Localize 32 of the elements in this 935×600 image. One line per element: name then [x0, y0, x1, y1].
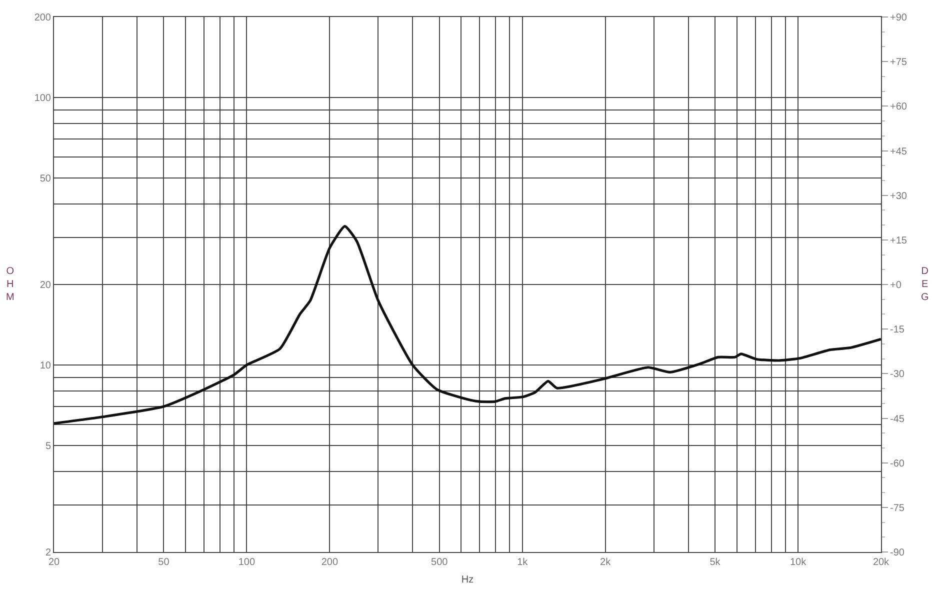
- y2-tick-label: -15: [890, 324, 905, 336]
- y2-tick-label: -90: [890, 548, 905, 558]
- y2-tick-label: +45: [890, 146, 908, 158]
- y2-tick-label: -45: [890, 414, 905, 425]
- x-tick-label: 200: [321, 557, 338, 568]
- y2-tick-label: +90: [890, 12, 908, 24]
- x-tick-label: 500: [431, 557, 448, 568]
- y2-tick-label: -75: [890, 502, 905, 514]
- y2-tick-label: +15: [890, 235, 908, 246]
- x-tick-label: 1k: [517, 557, 529, 568]
- x-tick-label: 10k: [790, 557, 808, 568]
- y2-tick-label: -30: [890, 369, 905, 380]
- y-tick-label: 50: [40, 174, 52, 185]
- x-tick-label: 100: [238, 557, 256, 568]
- y-axis-title: OHM: [6, 266, 14, 303]
- x-tick-label: 2k: [600, 557, 612, 568]
- y-tick-label: 100: [34, 93, 52, 104]
- y2-tick-label: +0: [890, 280, 902, 291]
- y-tick-label: 5: [45, 441, 52, 452]
- y2-tick-label: +30: [890, 190, 908, 202]
- x-axis-title: Hz: [461, 574, 474, 586]
- y2-axis-title: DEG: [921, 266, 929, 303]
- x-tick-label: 5k: [710, 557, 722, 568]
- y2-tick-label: -60: [890, 458, 905, 470]
- y-tick-label: 200: [34, 12, 52, 24]
- y-tick-label: 20: [40, 280, 52, 291]
- y-tick-label: 2: [45, 548, 52, 558]
- y2-tick-label: +75: [890, 57, 908, 68]
- y-tick-label: 10: [40, 360, 52, 372]
- x-tick-label: 50: [158, 557, 170, 568]
- y2-tick-label: +60: [890, 102, 908, 113]
- x-tick-label: 20k: [872, 557, 890, 568]
